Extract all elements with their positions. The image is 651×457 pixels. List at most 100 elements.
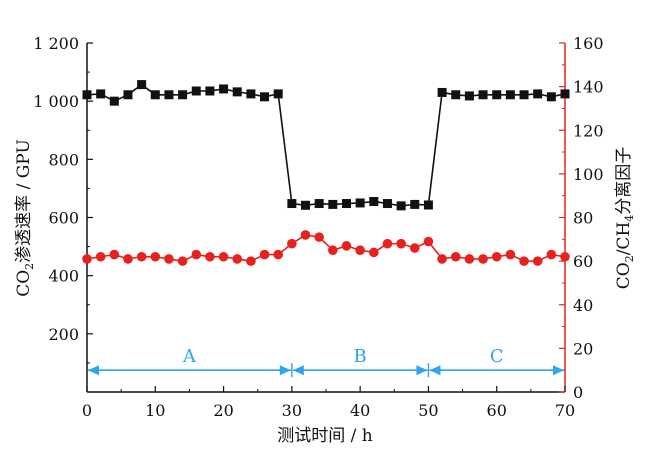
permeance-point <box>96 89 106 99</box>
x-tick-label: 70 <box>555 401 575 420</box>
y-left-title-subscript: 2 <box>23 263 36 270</box>
y-left-title-rest: 渗透速率 / GPU <box>14 139 34 263</box>
selectivity-point <box>532 256 543 266</box>
selectivity-point <box>95 251 106 262</box>
selectivity-point <box>437 254 447 264</box>
x-tick-label: 50 <box>418 401 438 420</box>
permeance-point <box>546 92 556 102</box>
y-right-tick-label: 40 <box>573 296 593 315</box>
region-a-arrowhead-left <box>88 365 99 376</box>
permeance-point <box>341 199 351 209</box>
series-lines <box>86 83 566 262</box>
selectivity-point <box>191 249 202 260</box>
permeance-point <box>505 90 515 100</box>
permeance-point <box>137 80 147 90</box>
selectivity-point <box>491 251 502 262</box>
selectivity-point <box>177 256 188 266</box>
permeance-point <box>246 89 256 99</box>
permeance-point <box>219 84 229 94</box>
selectivity-point <box>218 251 229 262</box>
permeance-point <box>451 90 461 100</box>
axis-ticks: 0 10 20 30 40 50 60 70 200 400 600 800 1 000 1 200 0 20… <box>33 34 603 420</box>
y-right-title-sub2: 4 <box>623 215 636 222</box>
y-left-title-main: CO <box>14 270 34 297</box>
selectivity-point <box>355 245 365 256</box>
permeance-point <box>328 199 338 209</box>
region-a-label: A <box>182 346 197 367</box>
permeance-point <box>382 199 392 209</box>
selectivity-point <box>259 249 270 260</box>
x-tick-label: 60 <box>487 401 507 420</box>
y-right-tick-label: 160 <box>573 34 604 53</box>
permeance-line <box>86 83 566 207</box>
y-right-title-part1: CO <box>614 262 634 289</box>
permeance-point <box>123 90 133 100</box>
permeance-point <box>82 90 92 100</box>
region-b-label: B <box>354 346 367 367</box>
permeance-point <box>178 90 188 100</box>
permeance-point <box>205 86 215 96</box>
selectivity-point <box>478 254 488 264</box>
permeance-point <box>314 199 324 209</box>
y-right-tick-label: 100 <box>573 165 604 184</box>
x-tick-label: 0 <box>82 401 92 420</box>
selectivity-point <box>396 238 406 249</box>
selectivity-point <box>232 254 243 264</box>
x-axis-title: 测试时间 / h <box>277 426 373 446</box>
selectivity-point <box>82 254 92 264</box>
permeance-point <box>533 89 543 99</box>
selectivity-point <box>123 254 133 264</box>
x-tick-label: 20 <box>213 401 233 420</box>
region-c-label: C <box>490 346 504 367</box>
permeance-point <box>232 87 242 97</box>
selectivity-point <box>341 241 352 251</box>
permeance-point <box>260 92 270 102</box>
y-left-tick-label: 200 <box>48 325 79 344</box>
selectivity-point <box>546 249 557 260</box>
y-left-tick-label: 400 <box>48 267 79 286</box>
y-right-tick-label: 120 <box>573 121 604 140</box>
selectivity-point <box>369 247 379 258</box>
selectivity-point <box>505 249 516 260</box>
permeance-point <box>519 90 529 100</box>
x-tick-label: 30 <box>282 401 302 420</box>
y-right-tick-label: 140 <box>573 78 604 97</box>
selectivity-point <box>300 230 311 240</box>
region-b-arrowhead-left <box>292 365 304 376</box>
y-left-tick-label: 1 000 <box>33 92 79 111</box>
selectivity-point <box>560 251 570 262</box>
permeance-point <box>301 200 311 210</box>
y-right-tick-label: 60 <box>573 252 593 271</box>
selectivity-point <box>150 251 161 262</box>
permeance-point <box>396 201 406 211</box>
selectivity-point <box>519 256 529 266</box>
y-right-title-part3: 分离因子 <box>614 147 634 215</box>
selectivity-point <box>136 251 147 262</box>
permeance-point <box>369 197 379 207</box>
region-annotations: A B C <box>88 346 564 378</box>
region-c-arrowhead-left <box>429 365 441 376</box>
selectivity-point <box>464 254 475 264</box>
region-a-arrowhead-right <box>279 365 291 376</box>
selectivity-point <box>205 251 215 262</box>
selectivity-point <box>314 232 324 242</box>
y-right-tick-label: 80 <box>573 209 593 228</box>
selectivity-point <box>287 238 297 249</box>
selectivity-point <box>328 245 338 256</box>
permeance-point <box>492 90 502 100</box>
permeance-point <box>273 89 283 99</box>
permeance-point <box>191 86 201 96</box>
permeance-point <box>560 89 570 99</box>
selectivity-point <box>409 243 420 253</box>
series-markers <box>82 80 570 266</box>
y-right-tick-label: 0 <box>573 383 583 402</box>
permeance-point <box>437 87 447 97</box>
selectivity-point <box>423 236 434 247</box>
permeance-point <box>109 96 119 106</box>
y-right-title-part2: /CH <box>614 222 634 256</box>
selectivity-point <box>164 254 174 264</box>
region-b-arrowhead-right <box>416 365 428 376</box>
permeance-point <box>423 200 433 210</box>
y-left-tick-label: 800 <box>48 150 79 169</box>
